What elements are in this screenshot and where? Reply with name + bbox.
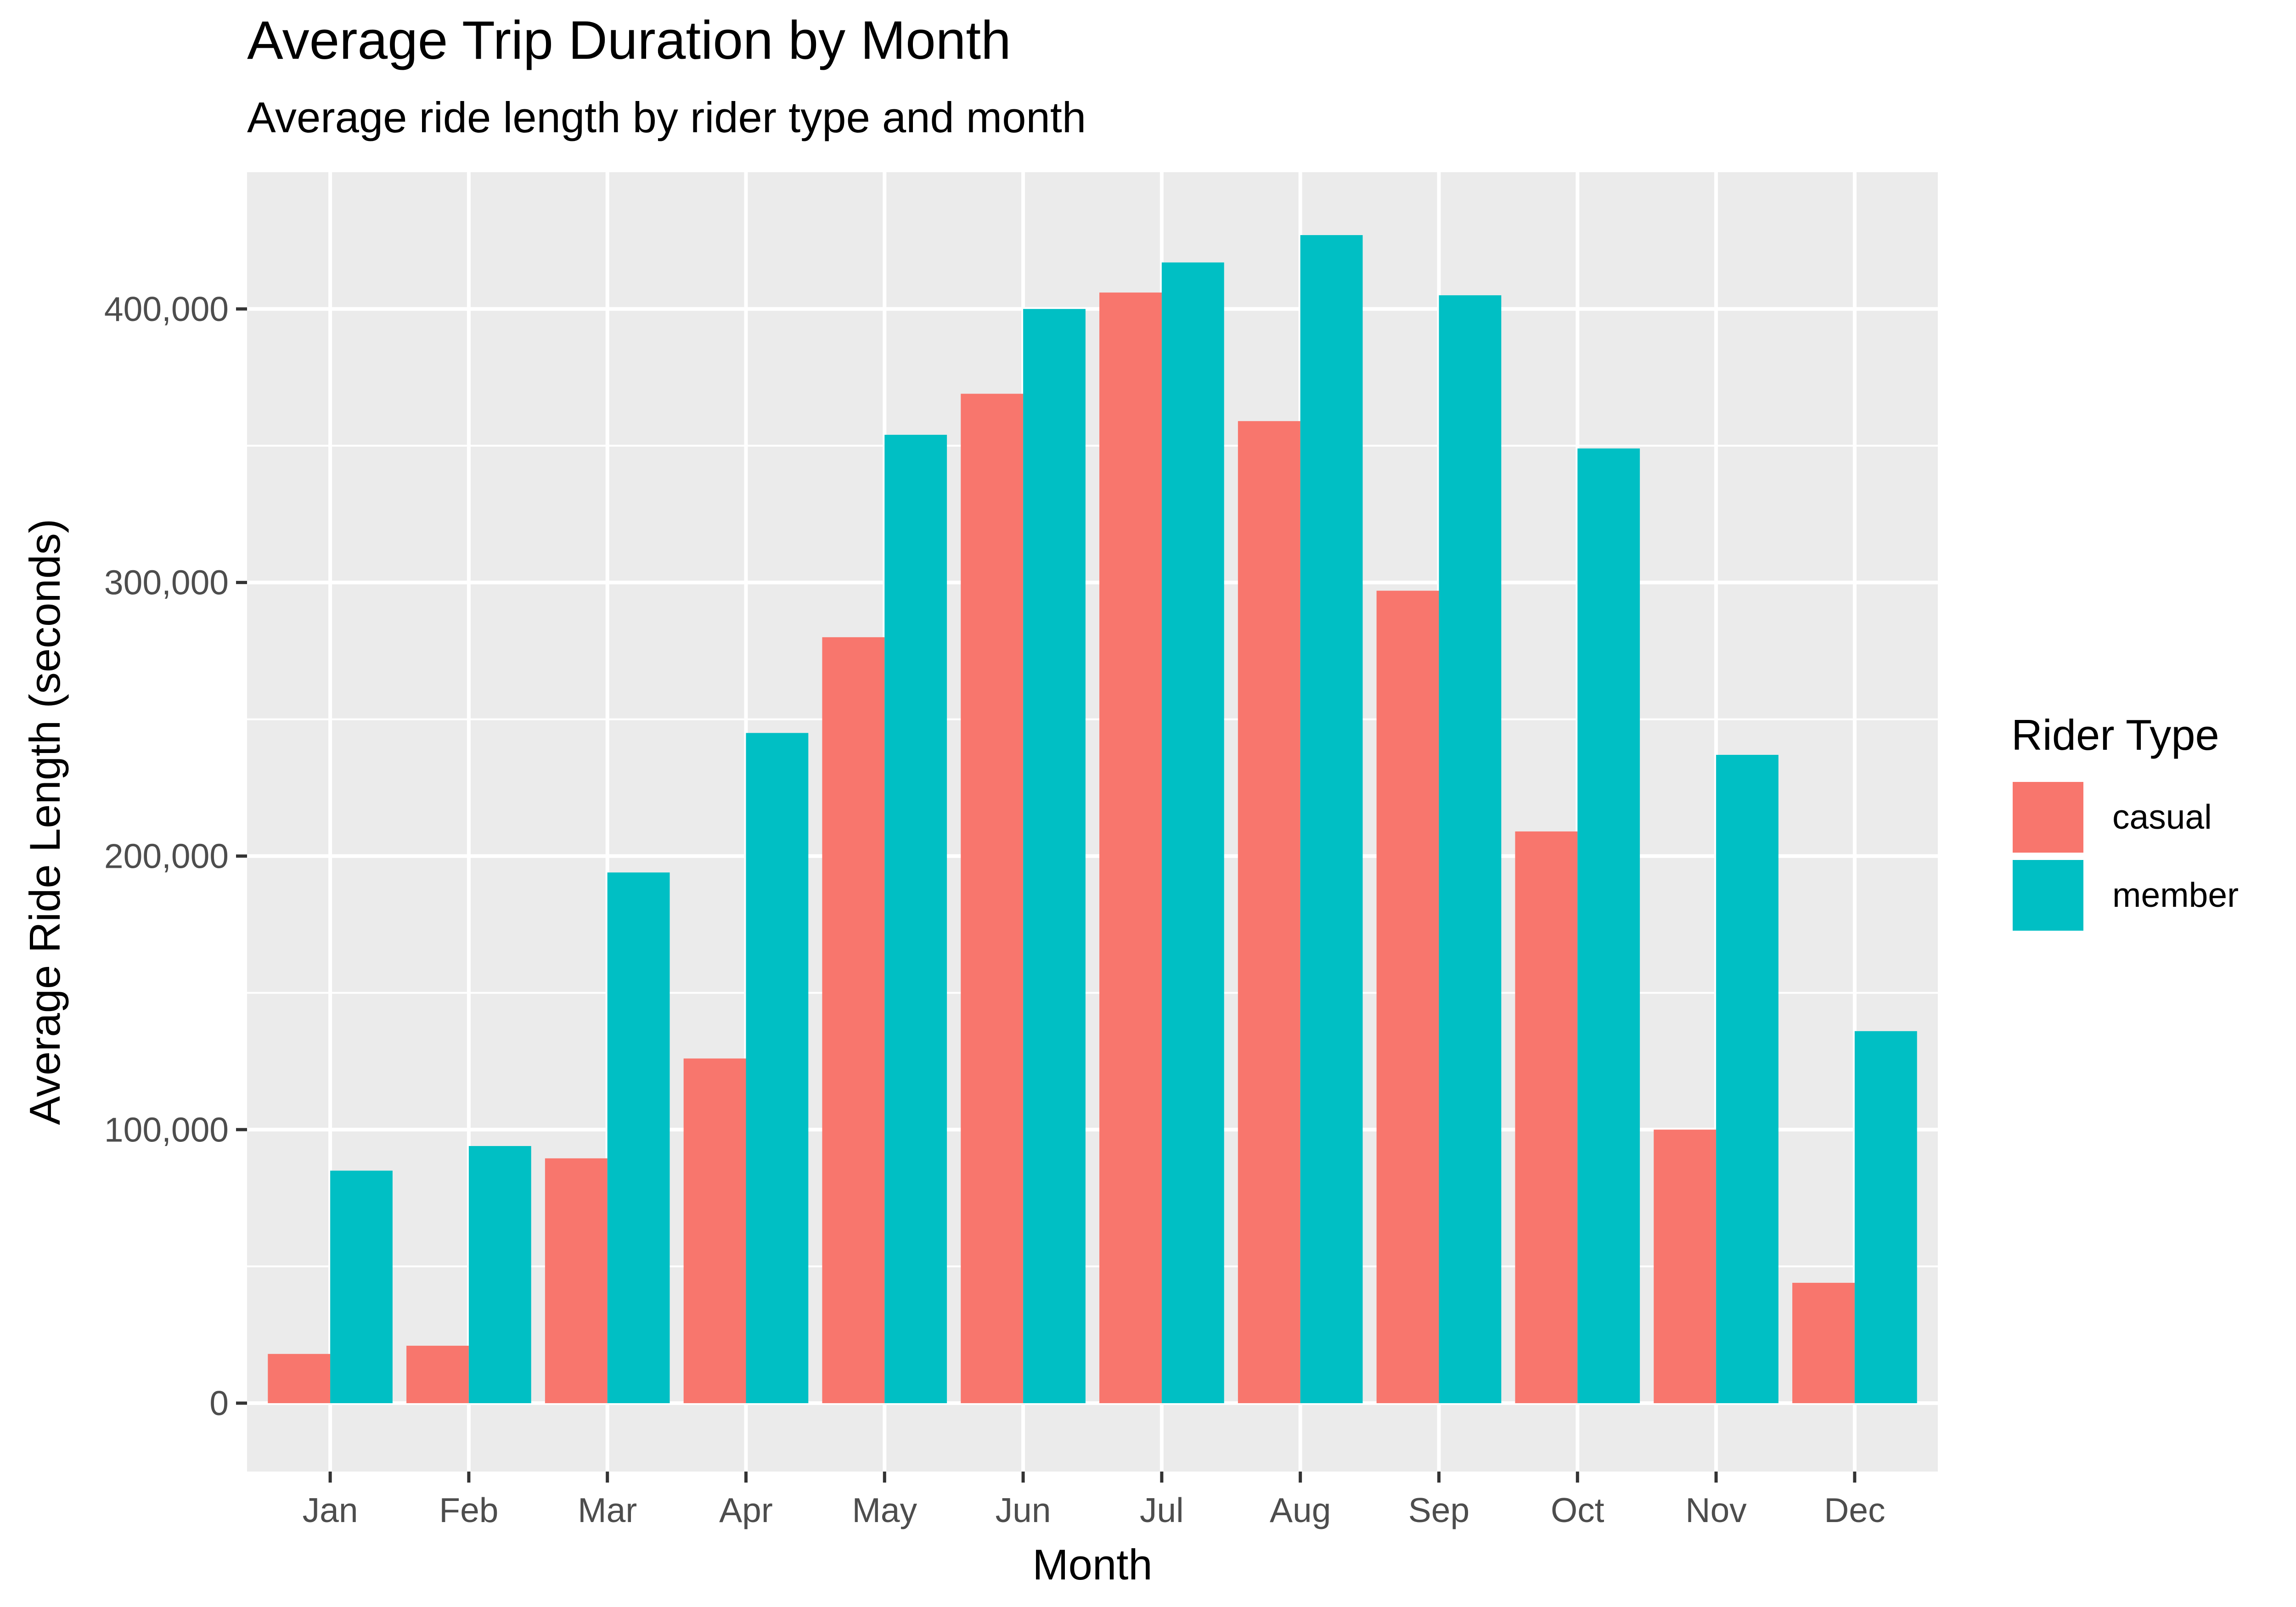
y-axis-title: Average Ride Length (seconds) [21, 519, 69, 1125]
x-tick-label: Oct [1551, 1491, 1604, 1529]
bar-casual-jun [961, 393, 1024, 1404]
bar-casual-feb [406, 1345, 469, 1404]
y-tick-label: 300,000 [104, 563, 229, 602]
x-tick-label: Dec [1824, 1491, 1885, 1529]
bar-casual-may [822, 637, 885, 1404]
legend: Rider Type casual member [2010, 711, 2239, 933]
x-tick-label: Apr [719, 1491, 773, 1529]
bar-member-feb [468, 1146, 531, 1404]
x-tick-label: Aug [1270, 1491, 1331, 1529]
bar-casual-jul [1099, 292, 1162, 1404]
x-tick-label: Mar [578, 1491, 637, 1529]
bar-member-sep [1439, 295, 1502, 1404]
legend-key-member [2010, 857, 2086, 933]
x-axis: Jan Feb Mar Apr May Jun Jul Aug Sep Oct Nov Dec [303, 1472, 1885, 1529]
bar-casual-mar [545, 1158, 608, 1404]
x-axis-title: Month [1032, 1540, 1152, 1589]
bar-casual-oct [1515, 831, 1578, 1404]
y-tick-label: 400,000 [104, 290, 229, 328]
bar-member-jun [1023, 309, 1086, 1404]
y-tick-label: 200,000 [104, 837, 229, 875]
bar-member-dec [1854, 1031, 1917, 1404]
chart-subtitle: Average ride length by rider type and mo… [247, 93, 1086, 141]
bar-member-apr [746, 733, 809, 1404]
bar-casual-sep [1376, 590, 1439, 1404]
x-tick-label: Feb [439, 1491, 498, 1529]
bar-casual-dec [1792, 1282, 1855, 1404]
bar-member-mar [607, 872, 670, 1404]
legend-label-casual: casual [2112, 798, 2212, 836]
bar-member-jan [330, 1170, 393, 1404]
bar-member-may [884, 434, 947, 1404]
y-axis: 0 100,000 200,000 300,000 400,000 [104, 290, 247, 1422]
x-tick-label: Jul [1140, 1491, 1184, 1529]
bar-casual-apr [683, 1058, 746, 1404]
bar-casual-jan [268, 1354, 331, 1404]
legend-title: Rider Type [2011, 711, 2219, 759]
bar-member-aug [1300, 235, 1363, 1404]
x-tick-label: Jan [303, 1491, 358, 1529]
bar-casual-nov [1654, 1129, 1716, 1404]
legend-label-member: member [2112, 876, 2239, 914]
y-tick-label: 0 [209, 1384, 229, 1422]
bar-casual-aug [1238, 421, 1300, 1404]
bar-member-nov [1716, 755, 1778, 1404]
x-tick-label: May [852, 1491, 917, 1529]
legend-items: casual member [2010, 779, 2239, 933]
chart-title: Average Trip Duration by Month [247, 10, 1011, 71]
x-tick-label: Nov [1685, 1491, 1747, 1529]
x-tick-label: Jun [996, 1491, 1051, 1529]
bars [268, 235, 1917, 1404]
bar-member-oct [1577, 448, 1640, 1404]
legend-key-casual [2010, 779, 2086, 855]
x-tick-label: Sep [1408, 1491, 1469, 1529]
y-tick-label: 100,000 [104, 1110, 229, 1149]
bar-member-jul [1161, 262, 1224, 1404]
